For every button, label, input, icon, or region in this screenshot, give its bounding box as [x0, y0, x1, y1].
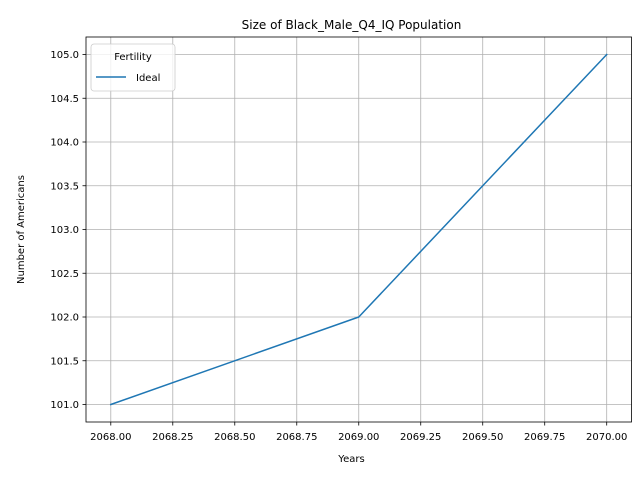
legend-title: Fertility — [114, 52, 152, 63]
x-tick-label: 2069.75 — [524, 432, 565, 443]
x-tick-label: 2068.75 — [276, 432, 317, 443]
series-layer — [109, 53, 608, 406]
x-axis-label: Years — [337, 454, 364, 465]
y-tick-label: 104.0 — [50, 138, 79, 149]
y-axis-label: Number of Americans — [16, 175, 27, 284]
y-tick-label: 101.5 — [50, 356, 79, 367]
legend: Fertility Ideal — [90, 43, 176, 92]
x-tick-label: 2068.25 — [152, 432, 193, 443]
series-line-ideal — [109, 53, 608, 406]
y-axis: 101.0 101.5 102.0 102.5 103.0 103.5 104.0 104.5… — [50, 50, 86, 411]
grid — [86, 37, 632, 422]
y-tick-label: 103.5 — [50, 181, 79, 192]
y-tick-label: 102.0 — [50, 313, 79, 324]
chart-title: Size of Black_Male_Q4_IQ Population — [242, 18, 462, 32]
legend-box — [90, 43, 176, 92]
y-tick-label: 103.0 — [50, 225, 79, 236]
x-axis: 2068.00 2068.25 2068.50 2068.75 2069.00 2069.… — [90, 422, 627, 443]
y-tick-label: 101.0 — [50, 400, 79, 411]
x-tick-label: 2069.00 — [338, 432, 379, 443]
x-tick-label: 2069.25 — [400, 432, 441, 443]
x-tick-label: 2068.00 — [90, 432, 131, 443]
y-tick-label: 105.0 — [50, 50, 79, 61]
legend-label-ideal: Ideal — [136, 73, 160, 84]
y-tick-label: 104.5 — [50, 94, 79, 105]
x-tick-label: 2068.50 — [214, 432, 255, 443]
x-tick-label: 2069.50 — [462, 432, 503, 443]
y-tick-label: 102.5 — [50, 269, 79, 280]
x-tick-label: 2070.00 — [586, 432, 627, 443]
